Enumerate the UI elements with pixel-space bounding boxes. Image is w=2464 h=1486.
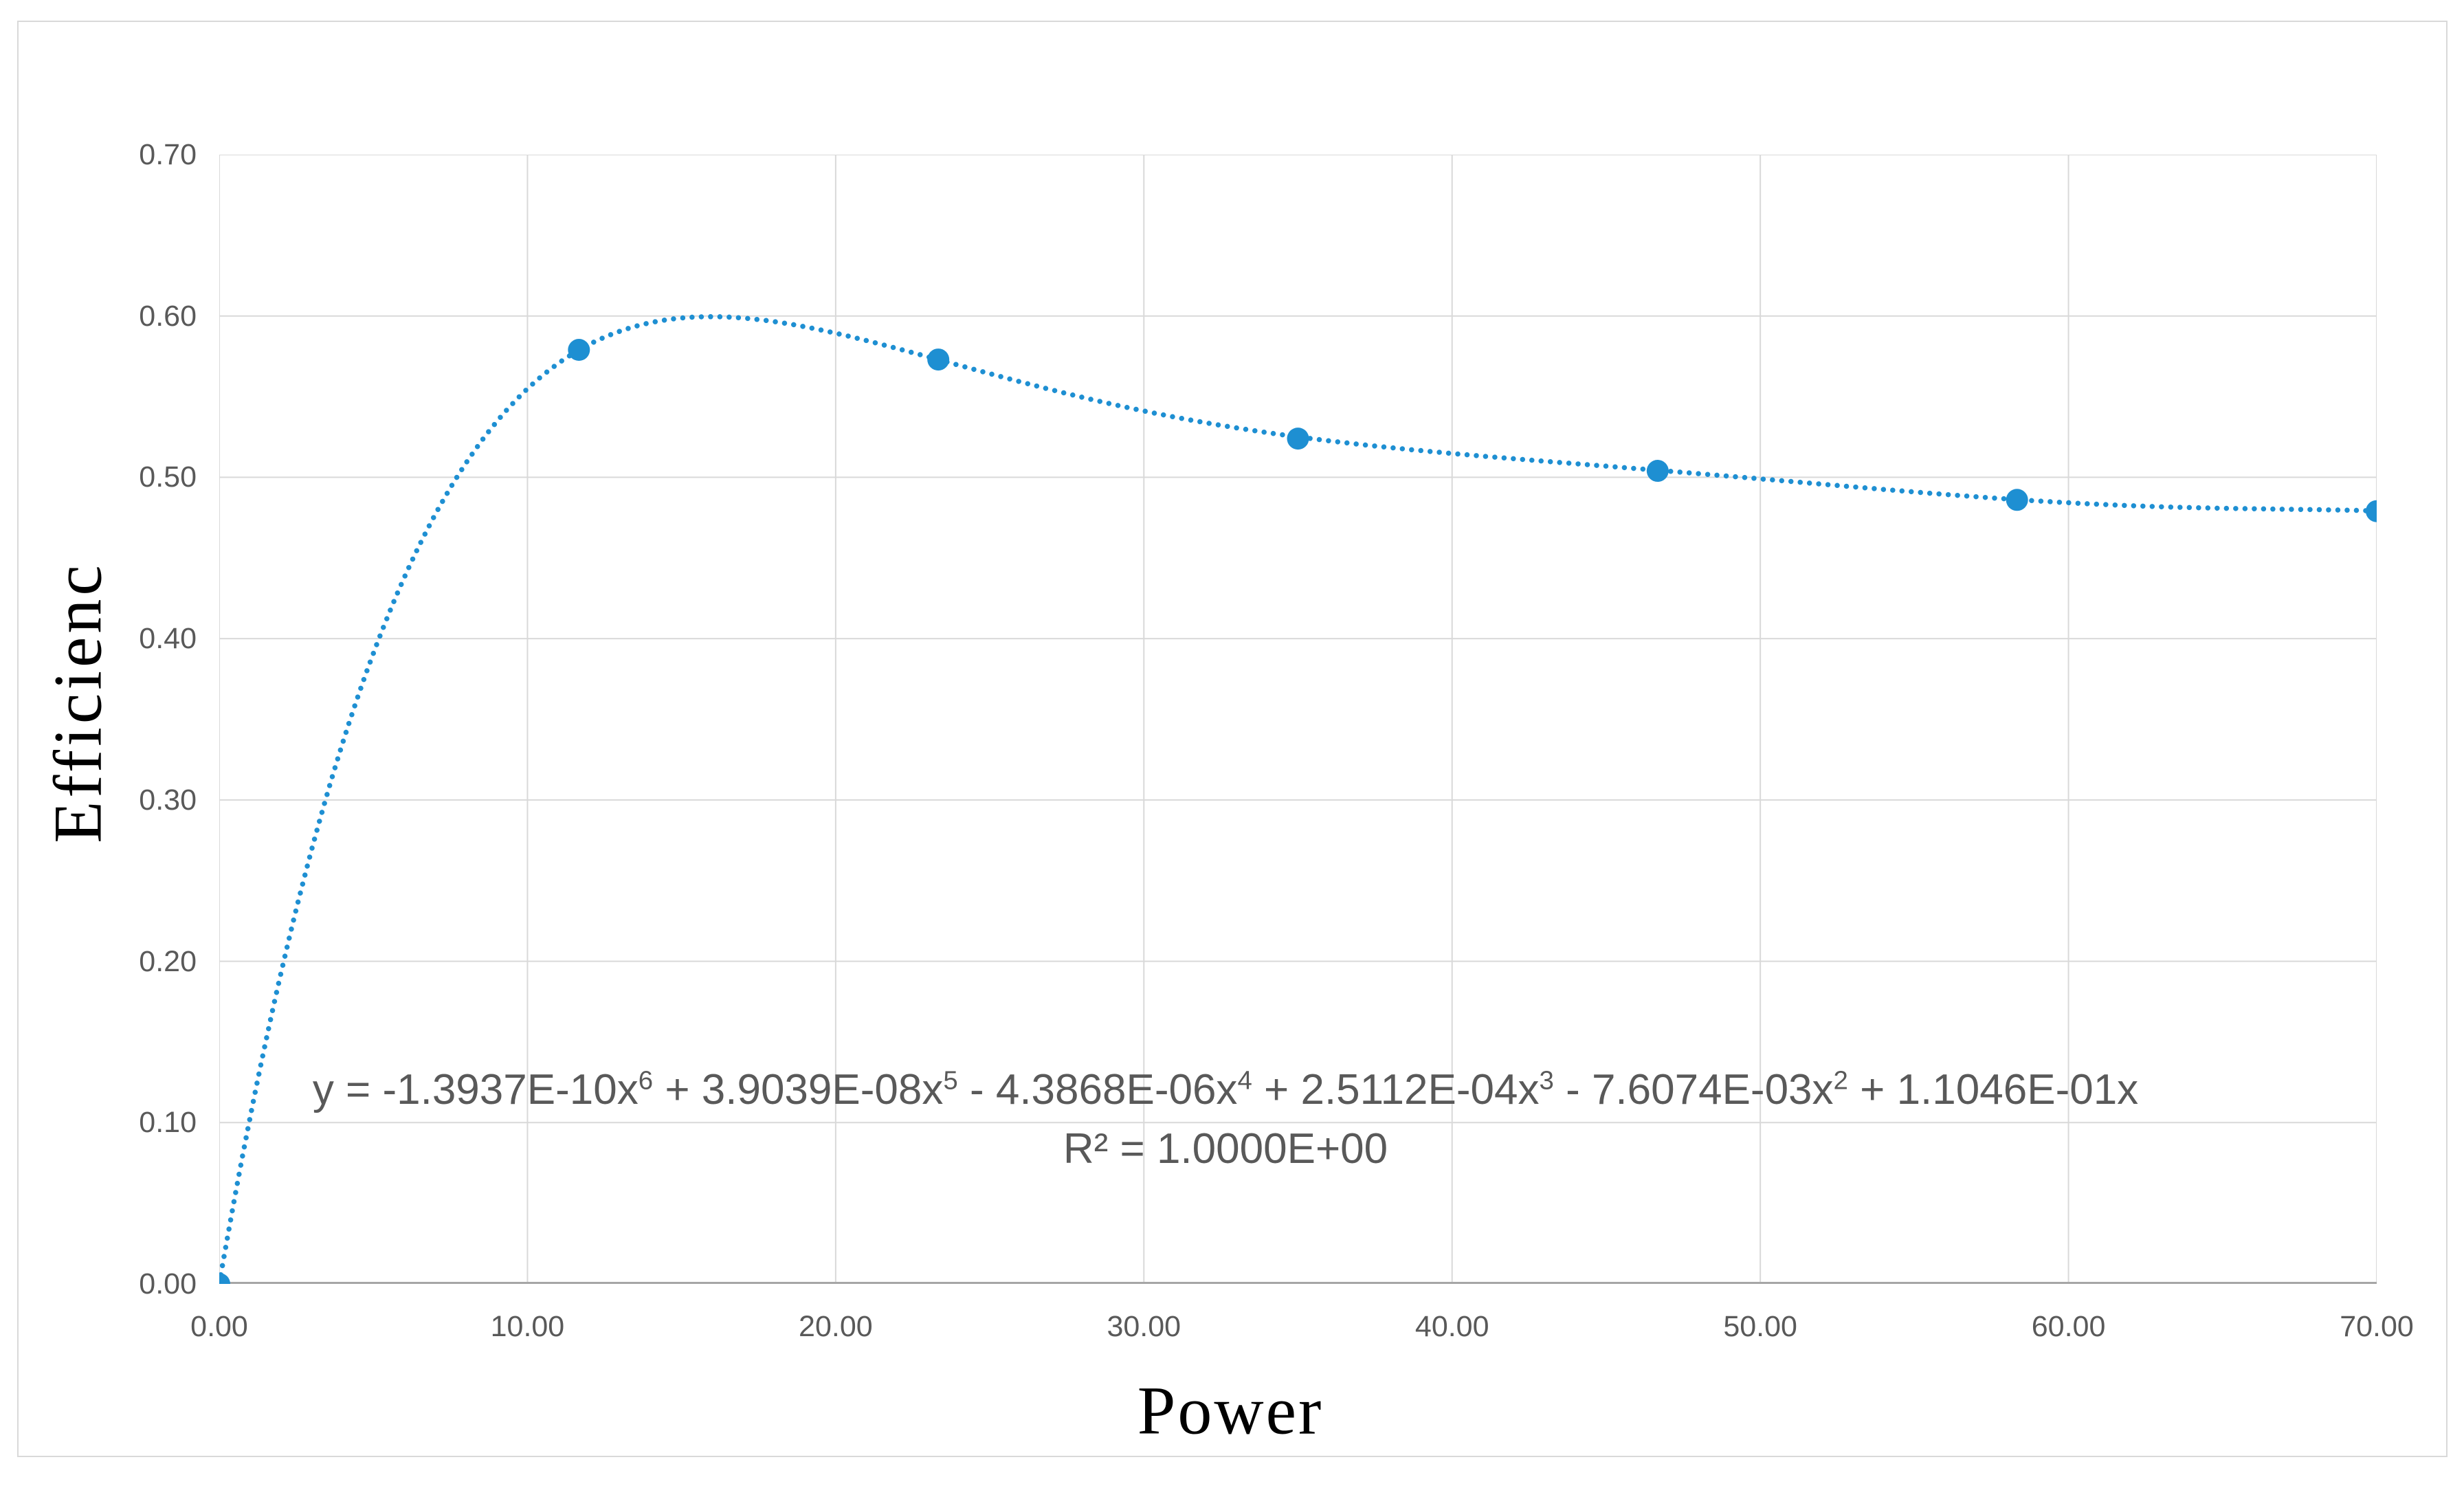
data-point-marker (2366, 500, 2377, 522)
data-point-marker (1646, 460, 1669, 483)
data-point-marker (927, 348, 950, 371)
y-tick-label: 0.00 (139, 1267, 197, 1300)
x-axis-title: Power (1137, 1372, 1324, 1449)
equation-line: y = -1.3937E-10x6 + 3.9039E-08x5 - 4.386… (312, 1065, 2139, 1113)
y-tick-label: 0.10 (139, 1106, 197, 1140)
chart-frame (17, 21, 2448, 1457)
x-tick-label: 60.00 (2031, 1310, 2106, 1343)
data-point-marker (219, 1273, 230, 1284)
x-tick-label: 40.00 (1414, 1310, 1489, 1343)
data-point-marker (1287, 428, 1309, 450)
y-tick-label: 0.30 (139, 783, 197, 817)
y-tick-label: 0.50 (139, 461, 197, 494)
x-tick-label: 50.00 (1723, 1310, 1797, 1343)
x-tick-label: 30.00 (1107, 1310, 1181, 1343)
plot-canvas (219, 155, 2377, 1284)
trendline-equation: y = -1.3937E-10x6 + 3.9039E-08x5 - 4.386… (313, 1061, 2138, 1179)
y-tick-label: 0.70 (139, 138, 197, 171)
data-point-marker (2006, 489, 2028, 511)
x-tick-label: 20.00 (799, 1310, 873, 1343)
data-point-marker (568, 339, 590, 362)
x-tick-label: 70.00 (2340, 1310, 2414, 1343)
plot-area (219, 155, 2377, 1284)
y-tick-label: 0.40 (139, 622, 197, 656)
r-squared-label: R² = 1.0000E+00 (1063, 1125, 1388, 1173)
x-tick-label: 0.00 (190, 1310, 248, 1343)
y-tick-label: 0.20 (139, 944, 197, 978)
y-tick-label: 0.60 (139, 299, 197, 333)
y-axis-title: Efficienc (39, 562, 116, 843)
x-tick-label: 10.00 (490, 1310, 565, 1343)
